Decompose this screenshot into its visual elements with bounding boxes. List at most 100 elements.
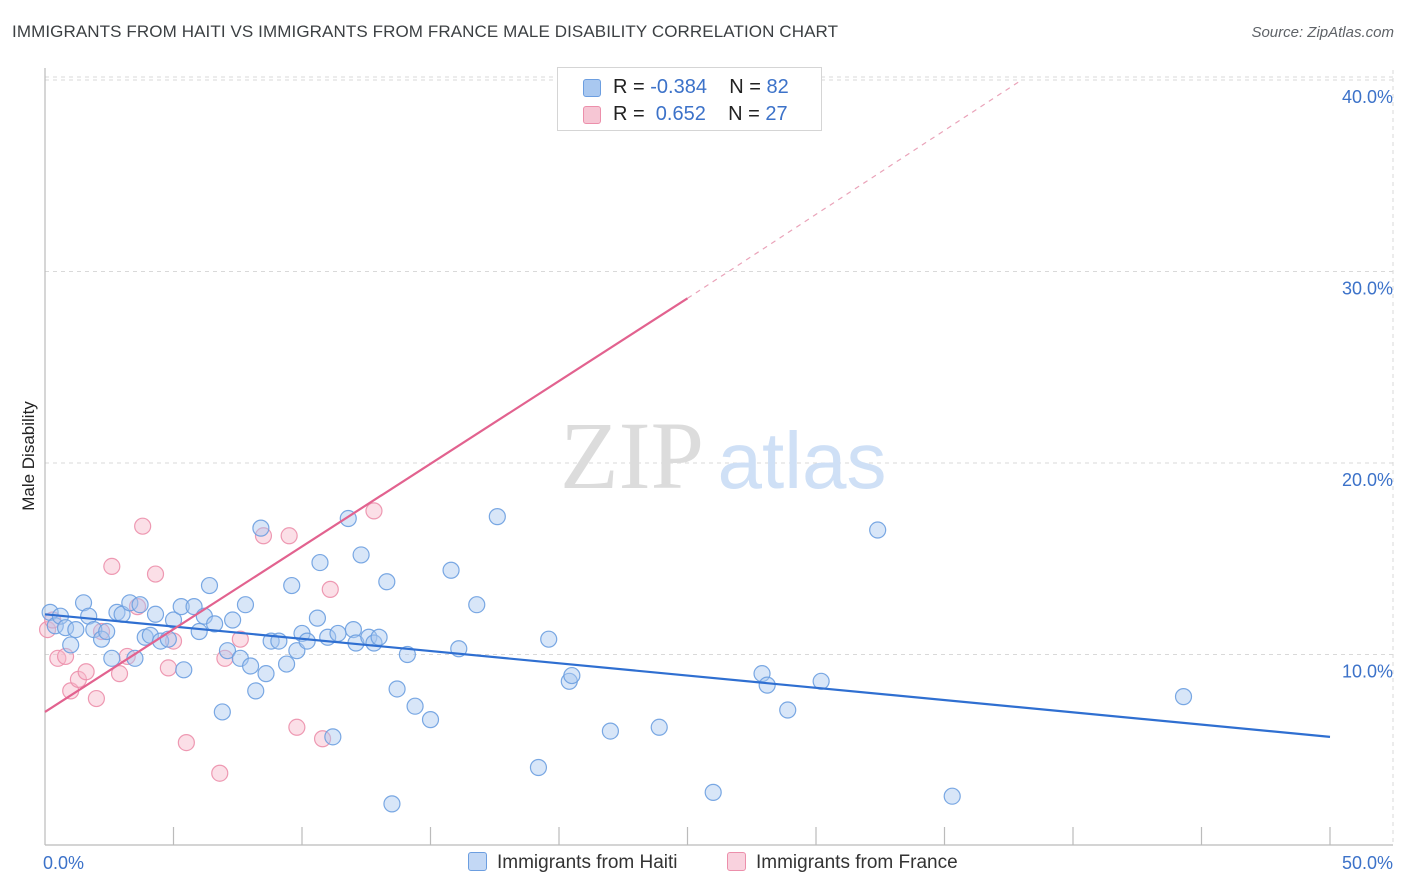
haiti-point-67 (488, 508, 506, 526)
haiti-point-62 (406, 697, 424, 715)
france-n-value: 27 (765, 103, 788, 125)
haiti-point-41 (277, 655, 296, 673)
watermark: ZIP atlas (560, 402, 886, 509)
france-point-15 (159, 659, 177, 677)
haiti-point-60 (388, 680, 406, 698)
france-r-label: R = (613, 103, 651, 125)
x-tick-label-1: 50.0% (1342, 853, 1393, 873)
haiti-point-23 (172, 598, 190, 616)
haiti-point-38 (257, 665, 275, 683)
france-point-6 (77, 663, 95, 681)
source-label: Source: ZipAtlas.com (1251, 24, 1394, 41)
haiti-swatch (583, 79, 601, 97)
grid-lines (45, 70, 1394, 845)
legend-row-france: R = 0.652 N = 27 (558, 101, 821, 129)
france-r-value: 0.652 (650, 103, 706, 125)
haiti-point-81 (1174, 688, 1193, 706)
france-point-12 (128, 598, 147, 616)
haiti-point-80 (943, 787, 961, 805)
haiti-point-66 (468, 596, 486, 614)
haiti-point-54 (352, 546, 370, 564)
france-point-13 (134, 517, 152, 535)
france-point-18 (211, 764, 229, 782)
bottom-legend-france: Immigrants from France (727, 852, 958, 874)
haiti-point-49 (324, 728, 342, 746)
haiti-point-26 (190, 622, 208, 641)
france-trend-line (44, 297, 689, 713)
trend-lines (44, 79, 1331, 738)
haiti-point-42 (283, 576, 301, 595)
axes (44, 68, 1393, 846)
haiti-point-4 (62, 636, 80, 654)
haiti-point-14 (121, 594, 139, 612)
france-point-7 (87, 689, 106, 708)
haiti-point-72 (601, 722, 620, 740)
france-point-10 (110, 665, 129, 683)
haiti-point-68 (529, 758, 548, 777)
haiti-point-3 (56, 619, 75, 637)
y-tick-label-3: 40.0% (1342, 87, 1393, 107)
x-tick-label-0: 0.0% (43, 853, 84, 873)
france-point-9 (103, 557, 121, 576)
france-swatch (583, 106, 601, 124)
y-tick-label-0: 10.0% (1342, 662, 1393, 682)
haiti-point-57 (370, 628, 388, 646)
haiti-point-28 (200, 576, 219, 595)
haiti-point-50 (329, 624, 347, 643)
haiti-point-24 (175, 661, 193, 679)
bottom-france-label: Immigrants from France (756, 852, 958, 873)
haiti-point-71 (563, 666, 581, 685)
france-point-17 (177, 733, 195, 752)
haiti-point-52 (344, 621, 362, 639)
y-tick-label-2: 30.0% (1342, 279, 1393, 299)
bottom-haiti-swatch (468, 852, 487, 871)
haiti-n-label: N = (729, 76, 767, 98)
haiti-point-59 (383, 795, 401, 813)
haiti-point-34 (236, 596, 255, 614)
haiti-point-61 (398, 645, 416, 664)
france-trend-extension (687, 79, 1022, 299)
haiti-point-11 (103, 649, 121, 667)
haiti-point-10 (98, 622, 116, 641)
haiti-point-64 (442, 561, 460, 579)
haiti-r-label: R = (613, 76, 651, 98)
france-point-20 (231, 630, 249, 648)
france-point-25 (321, 580, 339, 598)
haiti-trend-line (44, 613, 1331, 738)
haiti-point-29 (206, 615, 224, 633)
haiti-point-37 (252, 519, 270, 537)
chart-title: IMMIGRANTS FROM HAITI VS IMMIGRANTS FROM… (12, 22, 839, 41)
watermark-zip: ZIP (560, 402, 704, 509)
watermark-atlas: atlas (718, 416, 887, 505)
haiti-point-63 (421, 711, 440, 729)
bottom-legend-haiti: Immigrants from Haiti (468, 852, 678, 874)
france-point-14 (146, 565, 165, 583)
haiti-point-16 (131, 596, 149, 614)
correlation-legend: R = -0.384 N = 82 R = 0.652 N = 27 (557, 67, 822, 131)
haiti-point-45 (298, 632, 316, 650)
haiti-point-69 (540, 630, 558, 648)
haiti-point-46 (308, 609, 327, 627)
haiti-n-value: 82 (766, 76, 789, 98)
haiti-point-35 (242, 657, 260, 675)
france-point-24 (313, 730, 332, 748)
haiti-point-58 (378, 573, 396, 591)
haiti-series (41, 508, 1193, 813)
france-point-23 (288, 718, 306, 736)
y-axis-title: Male Disability (19, 401, 38, 511)
bottom-france-swatch (727, 852, 746, 871)
haiti-point-74 (704, 783, 722, 801)
bottom-haiti-label: Immigrants from Haiti (497, 852, 678, 873)
france-n-label: N = (728, 103, 766, 125)
haiti-point-77 (779, 701, 797, 719)
y-tick-label-1: 20.0% (1342, 470, 1393, 490)
legend-row-haiti: R = -0.384 N = 82 (558, 74, 821, 102)
haiti-point-36 (247, 682, 265, 700)
haiti-point-30 (213, 703, 231, 721)
haiti-point-79 (869, 521, 887, 539)
haiti-point-32 (224, 611, 242, 629)
france-point-22 (280, 527, 298, 545)
haiti-point-31 (218, 642, 237, 660)
haiti-point-1 (46, 617, 64, 635)
